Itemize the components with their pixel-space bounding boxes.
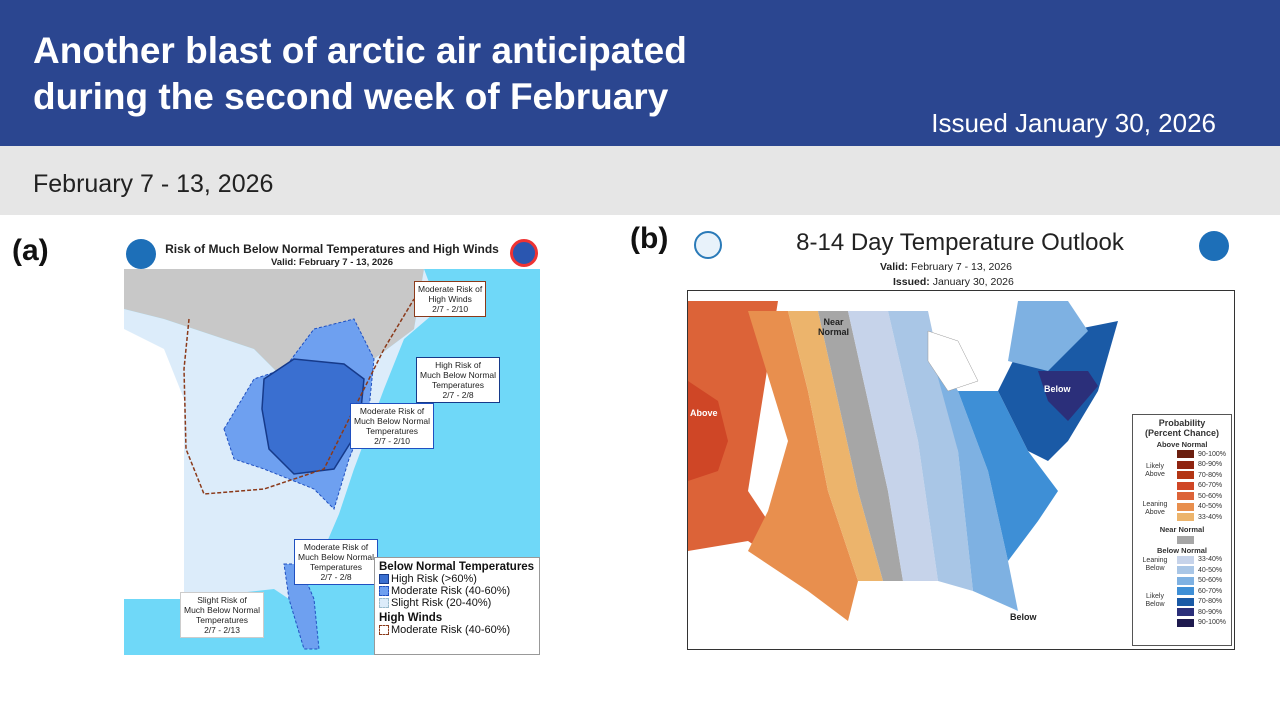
legend-row: 80-90% bbox=[1133, 460, 1231, 471]
legend-range: 70-80% bbox=[1198, 598, 1223, 606]
panel-b-label: (b) bbox=[630, 222, 669, 255]
legend-range: 33-40% bbox=[1198, 513, 1223, 521]
legend-range: 90-100% bbox=[1198, 450, 1227, 458]
callout-slight-risk: Slight Risk of Much Below Normal Temperatu… bbox=[180, 592, 265, 638]
below-ne-50-60 bbox=[1008, 301, 1088, 371]
below-40-50 bbox=[888, 311, 973, 591]
slide-title: Another blast of arctic air anticipated d… bbox=[33, 30, 687, 117]
legend-swatch bbox=[1177, 513, 1194, 522]
legend-row: 60-70% bbox=[1133, 481, 1231, 492]
legend-row: 80-90% bbox=[1133, 607, 1231, 618]
legend-swatch bbox=[1177, 597, 1194, 606]
below-50-60 bbox=[928, 341, 1018, 611]
legend-swatch bbox=[1177, 587, 1194, 596]
map-b-legend: Probability (Percent Chance) Above Norma… bbox=[1132, 414, 1232, 646]
legend-row: 50-60% bbox=[1133, 491, 1231, 502]
legend-range: 80-90% bbox=[1198, 608, 1223, 616]
legend-range: 70-80% bbox=[1198, 471, 1223, 479]
legend-row: 33-40% bbox=[1133, 512, 1231, 523]
header-banner: Another blast of arctic air anticipated d… bbox=[0, 0, 1280, 146]
above-60-70 bbox=[688, 381, 728, 481]
legend-swatch bbox=[1177, 471, 1194, 480]
legend-swatch bbox=[1177, 618, 1194, 627]
valid-dates: February 7 - 13, 2026 bbox=[33, 170, 274, 198]
map-a-title: Risk of Much Below Normal Temperatures a… bbox=[165, 242, 499, 256]
map-b-issued: Issued: January 30, 2026 bbox=[893, 276, 1014, 288]
above-33-40 bbox=[788, 311, 883, 581]
hazards-map: Risk of Much Below Normal Temperatures a… bbox=[124, 235, 540, 655]
legend-row: 90-100% bbox=[1133, 618, 1231, 629]
above-rows: Likely Above Leaning Above 90-100% 80-90%… bbox=[1133, 449, 1231, 523]
callout-high-winds: Moderate Risk of High Winds 2/7 - 2/10 bbox=[414, 281, 487, 317]
map-a-legend: Below Normal Temperatures High Risk (>60… bbox=[374, 557, 540, 655]
below-80-90 bbox=[1038, 371, 1098, 421]
map-a-valid: Valid: February 7 - 13, 2026 bbox=[271, 257, 393, 268]
subheader-band bbox=[0, 146, 1280, 215]
map-b-title: 8-14 Day Temperature Outlook bbox=[796, 229, 1124, 256]
legend-row: 40-50% bbox=[1133, 502, 1231, 513]
map-b-valid: Valid: February 7 - 13, 2026 bbox=[880, 261, 1012, 273]
outlook-map: Near Normal Above Below Below Probability… bbox=[687, 290, 1235, 650]
near-normal-swatch bbox=[1177, 535, 1194, 544]
no-risk-area bbox=[124, 329, 184, 599]
legend-range: 50-60% bbox=[1198, 577, 1223, 585]
callout-moderate-risk-ne: Moderate Risk of Much Below Normal Tempera… bbox=[350, 403, 435, 449]
noaa-logo-icon bbox=[126, 239, 156, 269]
legend-row: 60-70% bbox=[1133, 586, 1231, 597]
legend-range: 60-70% bbox=[1198, 587, 1223, 595]
near-normal-label: Near Normal bbox=[818, 317, 850, 337]
legend-range: 60-70% bbox=[1198, 482, 1223, 490]
high-risk-area bbox=[261, 358, 365, 475]
legend-swatch bbox=[1177, 555, 1194, 564]
legend-range: 40-50% bbox=[1198, 503, 1223, 511]
legend-row: 33-40% bbox=[1133, 555, 1231, 566]
legend-range: 90-100% bbox=[1198, 619, 1227, 627]
above-label: Above bbox=[690, 408, 718, 418]
legend-swatch bbox=[1177, 502, 1194, 511]
below-60-70 bbox=[958, 391, 1058, 561]
doc-seal-icon bbox=[694, 231, 722, 259]
legend-range: 80-90% bbox=[1198, 461, 1223, 469]
legend-range: 50-60% bbox=[1198, 492, 1223, 500]
legend-row: 40-50% bbox=[1133, 565, 1231, 576]
below-33-40 bbox=[848, 311, 938, 581]
above-50-60 bbox=[688, 301, 808, 581]
below-label-florida: Below bbox=[1010, 612, 1037, 622]
great-lakes bbox=[927, 330, 979, 392]
legend-swatch bbox=[1177, 492, 1194, 501]
legend-swatch bbox=[1177, 566, 1194, 575]
legend-swatch bbox=[1177, 608, 1194, 617]
issued-date: Issued January 30, 2026 bbox=[931, 108, 1216, 138]
legend-row: 70-80% bbox=[1133, 597, 1231, 608]
legend-row: 90-100% bbox=[1133, 449, 1231, 460]
legend-swatch bbox=[1177, 576, 1194, 585]
legend-range: 40-50% bbox=[1198, 566, 1223, 574]
above-40-50 bbox=[748, 311, 858, 621]
near-normal bbox=[818, 311, 903, 581]
below-label-northeast: Below bbox=[1044, 384, 1071, 394]
legend-row: 50-60% bbox=[1133, 576, 1231, 587]
legend-swatch bbox=[1177, 460, 1194, 469]
legend-swatch bbox=[1177, 450, 1194, 459]
callout-moderate-risk-fl: Moderate Risk of Much Below Normal Tempera… bbox=[294, 539, 379, 585]
callout-high-risk: High Risk of Much Below Normal Temperature… bbox=[416, 357, 501, 403]
panel-a-label: (a) bbox=[12, 234, 49, 267]
legend-swatch bbox=[1177, 481, 1194, 490]
below-rows: Leaning Below Likely Below 33-40% 40-50% 5… bbox=[1133, 555, 1231, 629]
legend-row: 70-80% bbox=[1133, 470, 1231, 481]
nws-logo-icon bbox=[510, 239, 538, 267]
noaa-logo-icon bbox=[1199, 231, 1229, 261]
legend-range: 33-40% bbox=[1198, 556, 1223, 564]
